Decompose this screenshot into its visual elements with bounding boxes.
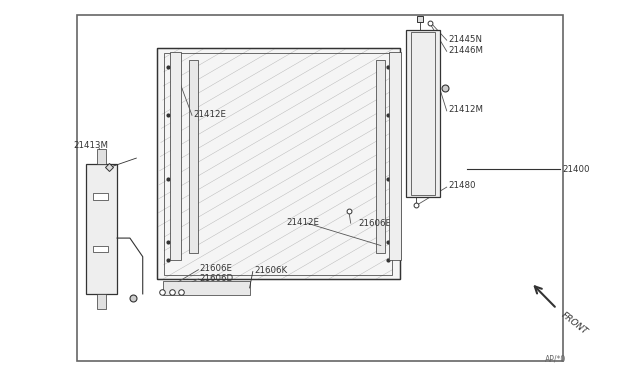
Text: FRONT: FRONT [560, 311, 590, 337]
Bar [163, 281, 250, 295]
Bar [164, 53, 392, 275]
Text: AP/*0: AP/*0 [545, 355, 566, 363]
Text: 21445N: 21445N [448, 35, 482, 44]
Bar [389, 52, 401, 260]
Bar [157, 48, 400, 279]
Bar [406, 30, 440, 197]
Text: 21446M: 21446M [448, 46, 483, 55]
Text: 21400: 21400 [562, 165, 589, 174]
Text: 21412M: 21412M [448, 105, 483, 114]
Bar [97, 294, 106, 309]
Bar [93, 246, 108, 252]
Text: 21606E: 21606E [200, 264, 233, 273]
Bar [189, 60, 198, 253]
Bar [411, 32, 435, 195]
Bar [97, 149, 106, 164]
Text: 21606B: 21606B [200, 283, 233, 292]
Bar [93, 193, 108, 200]
Bar [376, 60, 385, 253]
Bar [86, 164, 117, 294]
Bar [170, 52, 181, 260]
Text: 21480: 21480 [448, 182, 476, 190]
Bar [157, 48, 400, 279]
Text: 21606EA: 21606EA [358, 219, 397, 228]
Text: 21606D: 21606D [200, 274, 234, 283]
Text: 21412E: 21412E [193, 110, 227, 119]
Text: 21606K: 21606K [254, 266, 287, 275]
Bar [157, 48, 400, 279]
Text: 21413M: 21413M [74, 141, 109, 150]
Text: 21412E: 21412E [287, 218, 320, 227]
Bar [77, 15, 563, 361]
